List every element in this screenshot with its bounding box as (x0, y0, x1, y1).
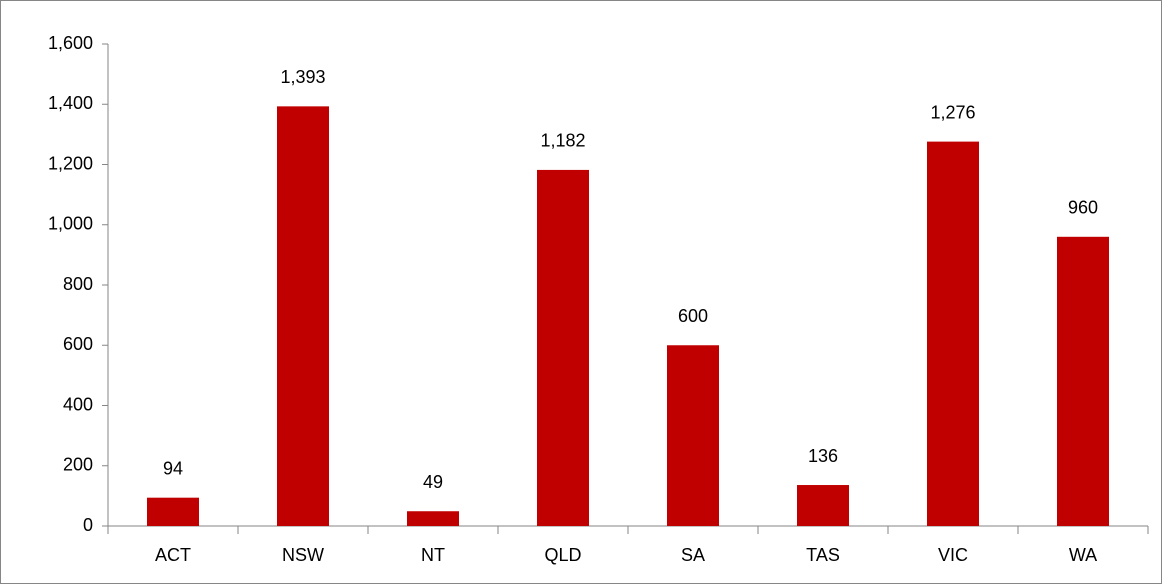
bar (277, 106, 329, 526)
x-tick-label: NT (421, 545, 445, 565)
bar (667, 345, 719, 526)
data-label: 1,182 (540, 131, 585, 151)
bar (927, 141, 979, 527)
x-tick-label: QLD (544, 545, 581, 565)
data-label: 49 (423, 472, 443, 492)
y-tick-label: 200 (63, 455, 93, 475)
x-tick-label: VIC (938, 545, 968, 565)
y-tick-label: 0 (83, 515, 93, 535)
data-label: 1,393 (280, 67, 325, 87)
data-label: 960 (1068, 198, 1098, 218)
data-label: 1,276 (930, 102, 975, 122)
x-tick-label: WA (1069, 545, 1097, 565)
bar (1057, 236, 1109, 527)
y-tick-label: 1,000 (48, 214, 93, 234)
data-label: 600 (678, 306, 708, 326)
x-tick-label: NSW (282, 545, 324, 565)
data-label: 94 (163, 458, 183, 478)
bar (797, 485, 849, 526)
y-tick-label: 400 (63, 394, 93, 414)
y-tick-label: 1,200 (48, 153, 93, 173)
y-tick-label: 1,400 (48, 93, 93, 113)
data-label: 136 (808, 446, 838, 466)
bar (407, 511, 459, 526)
y-tick-label: 600 (63, 334, 93, 354)
bar (537, 169, 589, 527)
x-tick-label: ACT (155, 545, 191, 565)
x-tick-label: TAS (806, 545, 840, 565)
y-tick-label: 1,600 (48, 33, 93, 53)
bar (147, 497, 199, 526)
y-tick-label: 800 (63, 274, 93, 294)
x-tick-label: SA (681, 545, 705, 565)
